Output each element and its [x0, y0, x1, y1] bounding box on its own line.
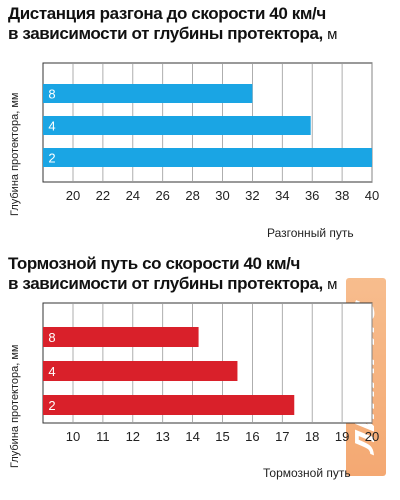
- chart2-x-tick-label: 17: [275, 429, 289, 444]
- acceleration-chart: 20 22 24 26 28 30 32 34 36 38 40 8 4 2: [42, 62, 379, 203]
- chart1-x-tick-label: 34: [275, 188, 289, 203]
- chart2-x-tick-label: 15: [215, 429, 229, 444]
- chart1-x-tick-label: 32: [245, 188, 259, 203]
- chart1-x-tick-label: 24: [126, 188, 140, 203]
- chart1-bar: [43, 148, 372, 167]
- chart2-bar-category-label: 4: [48, 364, 55, 379]
- chart2-x-tick-label: 20: [365, 429, 379, 444]
- chart1-bar-category-label: 4: [48, 119, 55, 134]
- chart2-y-axis-label: Глубина протектора, мм: [9, 344, 21, 469]
- chart1-x-axis-label: Разгонный путь: [267, 226, 354, 240]
- chart1-title-line2: в зависимости от глубины протектора,: [8, 24, 323, 43]
- chart2-bar-category-label: 8: [48, 330, 55, 345]
- chart1-bar-category-label: 2: [48, 151, 55, 166]
- chart2-x-tick-label: 16: [245, 429, 259, 444]
- chart2-x-tick-label: 12: [126, 429, 140, 444]
- chart1-title-unit: м: [327, 26, 338, 43]
- chart1-x-tick-label: 38: [335, 188, 349, 203]
- chart1-bar: [43, 84, 253, 103]
- chart2-bar-category-label: 2: [48, 398, 55, 413]
- chart2-x-tick-label: 10: [66, 429, 80, 444]
- chart1-x-tick-label: 26: [155, 188, 169, 203]
- chart2-title: Тормозной путь со скорости 40 км/ч в зав…: [8, 254, 337, 295]
- chart1-bar-category-label: 8: [48, 87, 55, 102]
- chart2-x-tick-label: 14: [185, 429, 199, 444]
- chart2-bar: [43, 327, 199, 347]
- chart1-x-tick-label: 36: [305, 188, 319, 203]
- chart2-title-line2: в зависимости от глубины протектора,: [8, 274, 323, 293]
- chart2-bar: [43, 395, 295, 415]
- chart2-x-tick-label: 19: [335, 429, 349, 444]
- chart1-x-tick-label: 20: [66, 188, 80, 203]
- chart2-title-line1: Тормозной путь со скорости 40 км/ч: [8, 254, 300, 273]
- chart1-x-tick-label: 22: [96, 188, 110, 203]
- chart2-x-tick-label: 11: [96, 429, 110, 444]
- chart1-title-line1: Дистанция разгона до скорости 40 км/ч: [8, 4, 326, 23]
- chart2-title-unit: м: [327, 276, 338, 293]
- chart2-bar: [43, 361, 238, 381]
- chart1-bar: [43, 116, 311, 135]
- chart1-x-tick-label: 30: [215, 188, 229, 203]
- chart2-x-tick-label: 13: [155, 429, 169, 444]
- chart1-x-tick-label: 40: [365, 188, 379, 203]
- chart1-title: Дистанция разгона до скорости 40 км/ч в …: [8, 4, 337, 45]
- chart2-x-tick-label: 18: [305, 429, 319, 444]
- chart2-x-axis-label: Тормозной путь: [263, 466, 351, 480]
- chart1-x-tick-label: 28: [185, 188, 199, 203]
